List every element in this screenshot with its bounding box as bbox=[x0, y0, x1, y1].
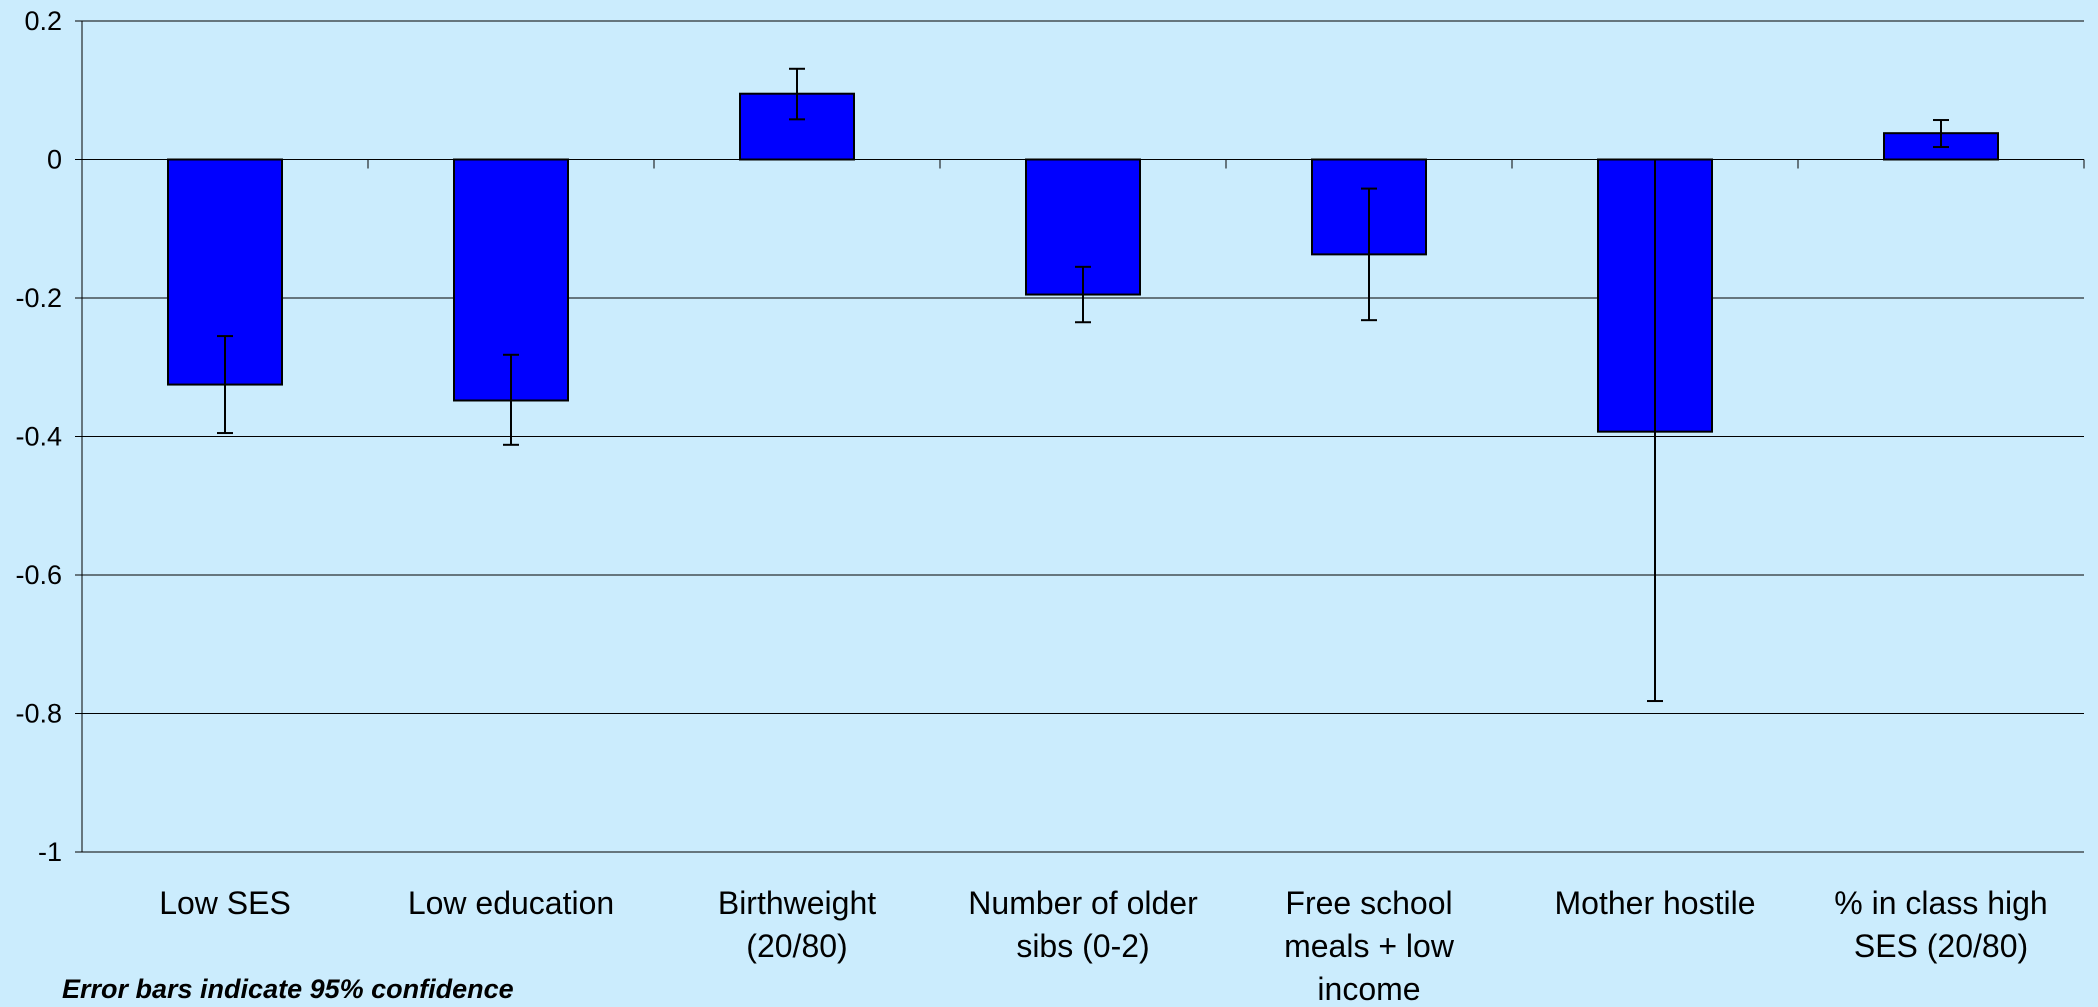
x-category-label: Mother hostile bbox=[1555, 885, 1756, 921]
x-category-label: % in class high bbox=[1834, 885, 2047, 921]
x-category-label: income bbox=[1317, 971, 1420, 1007]
x-category-label: sibs (0-2) bbox=[1016, 928, 1149, 964]
x-category-label: Number of older bbox=[968, 885, 1198, 921]
y-tick-label: -0.6 bbox=[15, 560, 62, 590]
y-tick-label: 0 bbox=[47, 145, 62, 175]
x-category-label: Birthweight bbox=[718, 885, 876, 921]
x-category-label: meals + low bbox=[1284, 928, 1455, 964]
x-category-label: Free school bbox=[1285, 885, 1452, 921]
x-category-label: Low SES bbox=[159, 885, 291, 921]
x-category-label: SES (20/80) bbox=[1854, 928, 2028, 964]
y-tick-label: -0.4 bbox=[15, 422, 62, 452]
y-tick-label: -1 bbox=[38, 837, 62, 867]
y-tick-label: -0.8 bbox=[15, 699, 62, 729]
footnote: Error bars indicate 95% confidence bbox=[62, 974, 514, 1004]
y-tick-label: 0.2 bbox=[24, 6, 62, 36]
x-category-label: Low education bbox=[408, 885, 614, 921]
x-category-label: (20/80) bbox=[746, 928, 847, 964]
y-tick-label: -0.2 bbox=[15, 283, 62, 313]
